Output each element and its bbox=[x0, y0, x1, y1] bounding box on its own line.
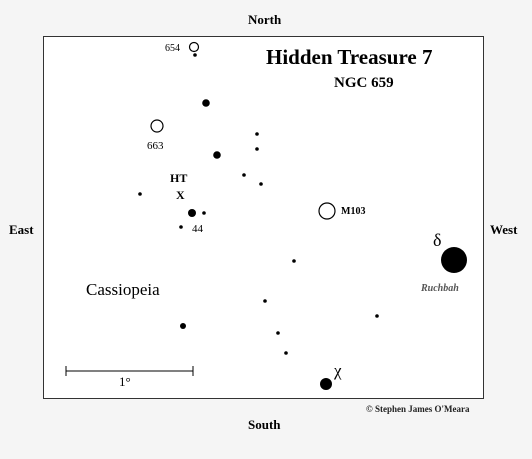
star bbox=[193, 53, 197, 57]
label-ngc663: 663 bbox=[147, 140, 164, 152]
label-magnitude-44: 44 bbox=[192, 223, 204, 235]
label-delta: δ bbox=[433, 230, 441, 250]
label-chi: χ bbox=[333, 361, 342, 380]
star bbox=[375, 314, 379, 318]
compass-south: South bbox=[248, 417, 281, 432]
compass-east: East bbox=[9, 222, 34, 237]
label-constellation: Cassiopeia bbox=[86, 280, 160, 299]
star-chart-svg: Hidden Treasure 7 NGC 659 654 663 HT X 4… bbox=[65, 41, 467, 390]
star bbox=[263, 299, 267, 303]
star-chart: Hidden Treasure 7 NGC 659 654 663 HT X 4… bbox=[43, 36, 484, 399]
label-ht: HT bbox=[170, 171, 187, 185]
chart-title: Hidden Treasure 7 bbox=[266, 45, 432, 69]
scale-bar-label: 1° bbox=[119, 374, 131, 389]
star bbox=[255, 147, 259, 151]
label-ruchbah: Ruchbah bbox=[420, 283, 459, 294]
label-ngc654: 654 bbox=[165, 43, 180, 54]
cluster-ngc659-marker bbox=[188, 209, 196, 217]
star bbox=[180, 323, 186, 329]
star bbox=[292, 259, 296, 263]
star bbox=[284, 351, 288, 355]
label-ht-number: X bbox=[176, 188, 185, 202]
star-ruchbah bbox=[441, 247, 467, 273]
star bbox=[202, 211, 206, 215]
star bbox=[255, 132, 259, 136]
star bbox=[276, 331, 280, 335]
label-m103: M103 bbox=[341, 206, 365, 217]
star bbox=[259, 182, 263, 186]
cluster-ngc654-marker bbox=[188, 41, 200, 53]
star bbox=[138, 192, 142, 196]
star bbox=[179, 225, 183, 229]
star bbox=[213, 151, 221, 159]
star bbox=[202, 99, 210, 107]
compass-west: West bbox=[490, 222, 518, 237]
star-chi bbox=[320, 378, 332, 390]
chart-subtitle: NGC 659 bbox=[334, 75, 394, 91]
cluster-m103-marker bbox=[318, 202, 336, 220]
cluster-ngc663-marker bbox=[150, 119, 164, 133]
compass-north: North bbox=[248, 12, 282, 27]
copyright-credit: © Stephen James O'Meara bbox=[366, 404, 470, 414]
star bbox=[242, 173, 246, 177]
